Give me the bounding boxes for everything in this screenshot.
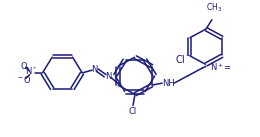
Text: Cl$^-$: Cl$^-$ <box>175 53 193 65</box>
Text: N: N <box>25 67 31 75</box>
Text: $^+$: $^+$ <box>31 66 38 71</box>
Text: NH: NH <box>162 79 174 88</box>
Text: O: O <box>20 62 27 71</box>
Text: N: N <box>91 65 98 74</box>
Text: Cl: Cl <box>129 107 137 116</box>
Text: N$^+$=: N$^+$= <box>210 62 232 73</box>
Text: N: N <box>105 72 111 81</box>
Text: $^-$O: $^-$O <box>16 74 31 85</box>
Text: CH$_3$: CH$_3$ <box>206 2 222 14</box>
